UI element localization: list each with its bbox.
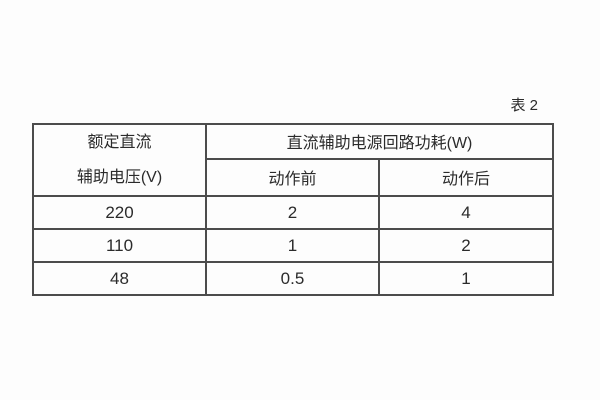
header-cell-rated-voltage: 额定直流 辅助电压(V) [32, 123, 207, 197]
cell-power-after: 4 [377, 195, 555, 230]
power-consumption-table: 额定直流 辅助电压(V) 直流辅助电源回路功耗(W) 动作前 动作后 220 2… [32, 123, 555, 296]
subheader-after-operation: 动作后 [377, 157, 555, 198]
header-row-top: 额定直流 辅助电压(V) 直流辅助电源回路功耗(W) [32, 123, 555, 197]
table-row: 48 0.5 1 [32, 261, 555, 296]
header-cell-power-consumption: 直流辅助电源回路功耗(W) [204, 123, 555, 160]
cell-voltage: 110 [32, 228, 207, 263]
table-row: 110 1 2 [32, 228, 555, 263]
header-rated-voltage-line2: 辅助电压(V) [76, 169, 163, 186]
cell-power-before: 2 [205, 195, 380, 230]
table-caption: 表 2 [510, 97, 538, 114]
header-rated-voltage-line1: 额定直流 [87, 134, 152, 151]
cell-power-after: 1 [377, 261, 555, 296]
header-row-sub: 动作前 动作后 [33, 157, 555, 198]
subheader-before-operation: 动作前 [205, 157, 380, 198]
cell-power-after: 2 [377, 228, 555, 263]
table-row: 220 2 4 [32, 195, 555, 230]
cell-voltage: 220 [32, 195, 207, 230]
cell-power-before: 1 [205, 228, 380, 263]
cell-voltage: 48 [32, 261, 207, 296]
cell-power-before: 0.5 [205, 261, 380, 296]
